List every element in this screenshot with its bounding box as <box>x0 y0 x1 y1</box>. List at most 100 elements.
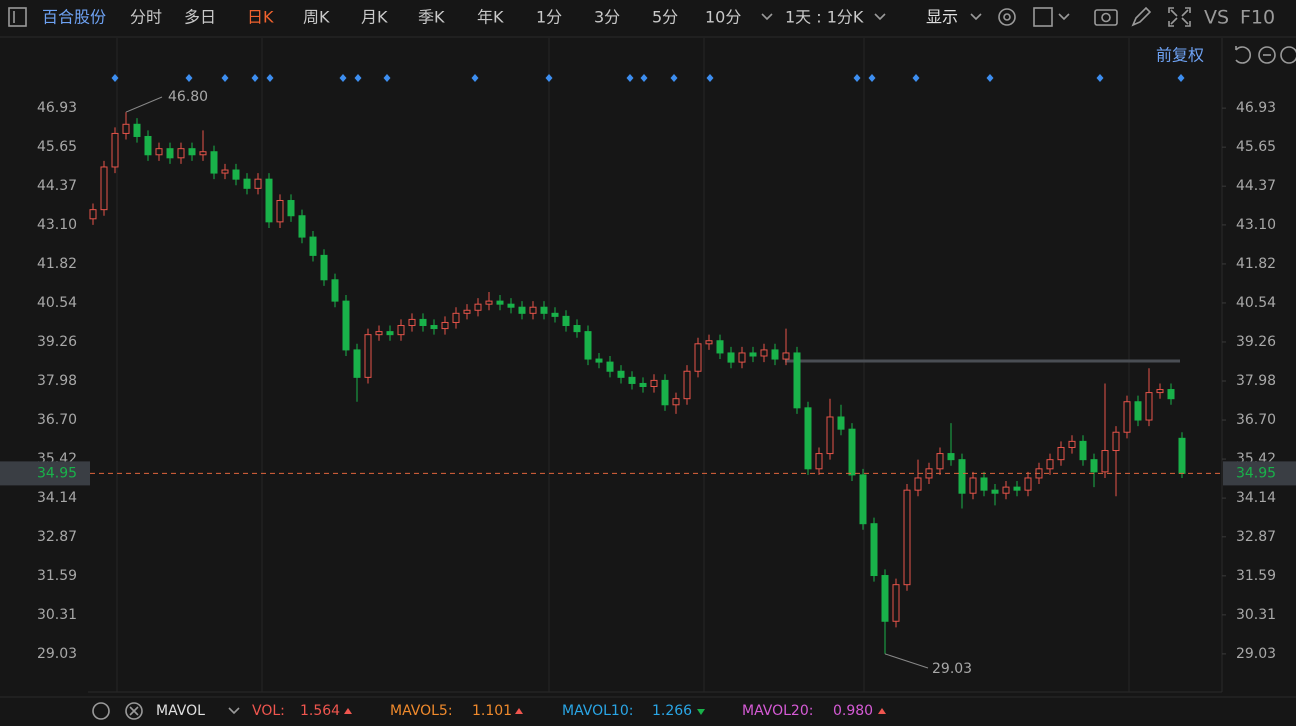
indicator-chevron[interactable] <box>228 707 240 715</box>
sidebar-toggle[interactable] <box>8 7 27 27</box>
candle-body <box>177 148 185 159</box>
y-tick-label-right: 37.98 <box>1236 373 1276 389</box>
period-selector[interactable]: 1天 : 1分K <box>785 8 864 27</box>
last-price-label-left: 34.95 <box>37 465 77 481</box>
candle-body <box>452 312 460 323</box>
candle-body <box>606 361 614 372</box>
settings-icon[interactable] <box>998 8 1016 26</box>
candle-body <box>276 200 284 223</box>
candle-body <box>782 352 790 360</box>
zoom-out-icon[interactable] <box>1258 46 1276 64</box>
tab[interactable]: 多日 <box>184 8 216 27</box>
y-tick-label-right: 44.37 <box>1236 178 1276 194</box>
indicator-close[interactable] <box>125 702 143 720</box>
tab[interactable]: 日K <box>247 8 274 27</box>
candle-body <box>89 209 97 220</box>
zoom-in-icon[interactable] <box>1280 46 1296 64</box>
indicator-label: MAVOL20: <box>742 703 813 719</box>
period-chevron[interactable] <box>874 13 886 21</box>
candle-body <box>969 477 977 494</box>
tab[interactable]: 5分 <box>652 8 678 27</box>
candle-body <box>111 132 119 168</box>
candle-body <box>892 584 900 622</box>
indicator-label: MAVOL10: <box>562 703 633 719</box>
min-annotation: 29.03 <box>932 661 972 677</box>
f10-button[interactable]: F10 <box>1240 7 1275 29</box>
stock-name[interactable]: 百合股份 <box>42 8 106 27</box>
candle-body <box>859 474 867 525</box>
candle-body <box>133 123 141 137</box>
indicator-label: VOL: <box>252 703 285 719</box>
indicator-name[interactable]: MAVOL <box>156 703 205 719</box>
vs-button[interactable]: VS <box>1204 7 1229 29</box>
candle-body <box>837 416 845 430</box>
y-tick-label-right: 41.82 <box>1236 256 1276 272</box>
candle-body <box>408 318 416 327</box>
candle-body <box>804 407 812 470</box>
candle-body <box>243 178 251 189</box>
color-icon[interactable] <box>1033 7 1053 27</box>
undo-icon[interactable] <box>1235 46 1251 64</box>
adjust-toggle[interactable]: 前复权 <box>1156 46 1204 65</box>
candle-body <box>463 309 471 314</box>
candle-body <box>507 303 515 308</box>
tab[interactable]: 月K <box>361 8 388 27</box>
y-tick-label-right: 34.14 <box>1236 490 1276 506</box>
candle-body <box>815 453 823 470</box>
y-tick-label-right: 29.03 <box>1236 646 1276 662</box>
event-marker <box>640 74 648 82</box>
more-chevron[interactable] <box>761 13 773 21</box>
camera-icon[interactable] <box>1094 9 1118 26</box>
candle-body <box>441 321 449 330</box>
y-tick-label-left: 29.03 <box>37 646 77 662</box>
indicator-settings[interactable] <box>92 702 110 720</box>
candle-body <box>1145 392 1153 421</box>
trend-arrow <box>515 708 523 714</box>
candle-body <box>628 376 636 384</box>
y-tick-label-left: 36.70 <box>37 412 77 428</box>
tab[interactable]: 3分 <box>594 8 620 27</box>
candle-body <box>210 151 218 174</box>
indicator-label: MAVOL5: <box>390 703 453 719</box>
candle-body <box>650 379 658 387</box>
fullscreen-icon[interactable] <box>1168 7 1191 27</box>
candle-body <box>1079 440 1087 461</box>
candle-body <box>617 370 625 378</box>
candle-body <box>595 358 603 363</box>
y-tick-label-left: 44.37 <box>37 178 77 194</box>
candle-body <box>903 489 911 586</box>
last-price-box-right <box>1223 461 1296 486</box>
y-tick-label-left: 39.26 <box>37 334 77 350</box>
tab[interactable]: 分时 <box>130 8 162 27</box>
y-tick-label-right: 36.70 <box>1236 412 1276 428</box>
tab[interactable]: 10分 <box>705 8 741 27</box>
event-marker <box>912 74 920 82</box>
draw-icon[interactable] <box>1131 6 1152 27</box>
candle-body <box>331 279 339 302</box>
display-chevron[interactable] <box>970 13 982 21</box>
candle-body <box>848 428 856 476</box>
y-tick-label-left: 30.31 <box>37 607 77 623</box>
display-menu[interactable]: 显示 <box>926 8 958 27</box>
tab[interactable]: 周K <box>303 8 330 27</box>
y-tick-label-right: 43.10 <box>1236 217 1276 233</box>
tab[interactable]: 年K <box>477 8 504 27</box>
color-chevron[interactable] <box>1058 13 1070 21</box>
tabs: 分时 多日 日K 周K 月K 季K 年K 1分 3分 5分 10分 <box>130 8 741 27</box>
event-marker <box>706 74 714 82</box>
candle-body <box>1178 437 1186 474</box>
event-marker <box>185 74 193 82</box>
y-tick-label-left: 43.10 <box>37 217 77 233</box>
candle-body <box>254 178 262 189</box>
y-tick-label-right: 40.54 <box>1236 295 1276 311</box>
tab[interactable]: 1分 <box>536 8 562 27</box>
y-tick-label-left: 37.98 <box>37 373 77 389</box>
last-price-label-right: 34.95 <box>1236 465 1276 481</box>
indicator-value: 0.980 <box>833 703 873 719</box>
candle-body <box>727 352 735 363</box>
candle-body <box>1002 486 1010 494</box>
tab[interactable]: 季K <box>418 8 445 27</box>
trend-arrow <box>697 709 705 715</box>
candle-body <box>980 477 988 491</box>
